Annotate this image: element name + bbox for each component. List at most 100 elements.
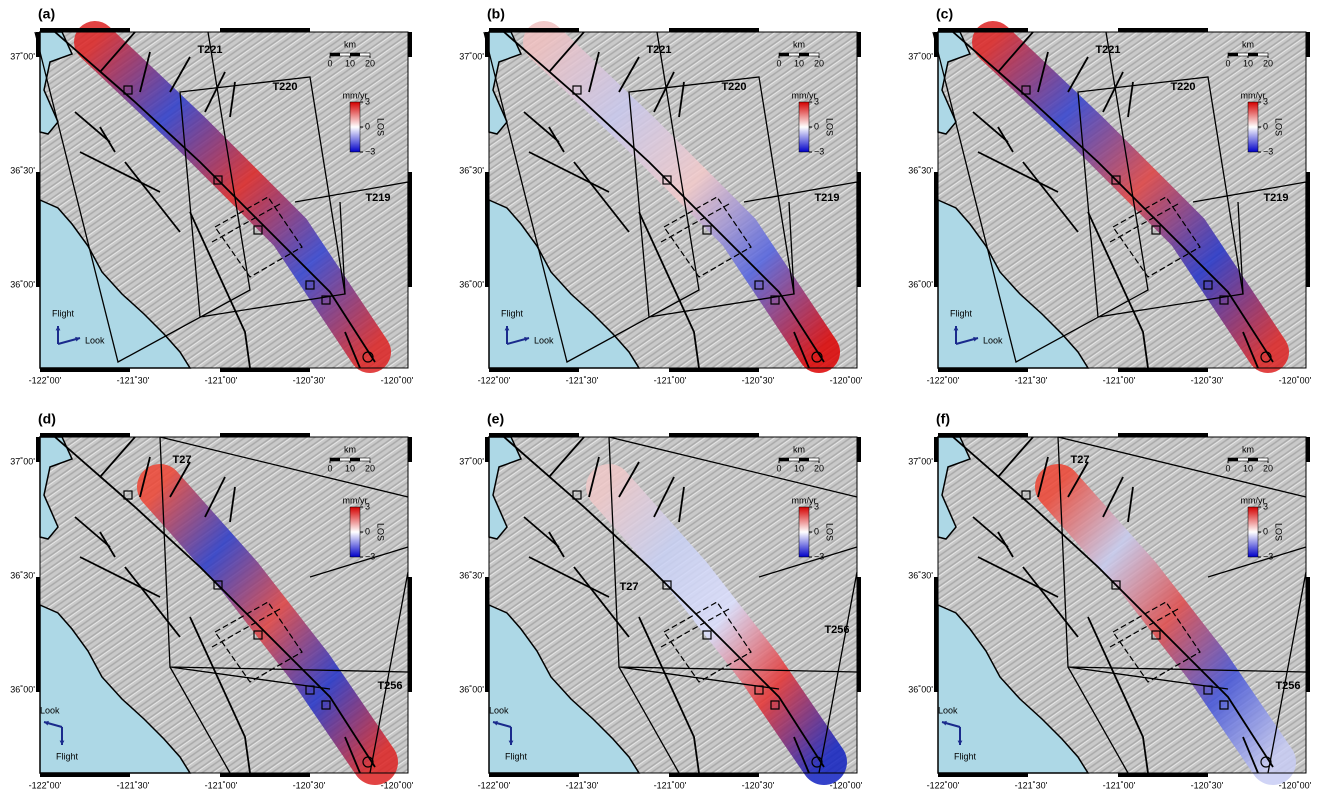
scale-title: km	[1242, 39, 1254, 49]
lon-tick-label: -120˚00'	[830, 375, 863, 385]
scale-tick-label: 0	[327, 463, 332, 473]
lat-tick-label: 37˚00'	[459, 456, 484, 466]
scale-bar	[350, 458, 360, 461]
colorbar-axis-label: LOS	[1274, 523, 1284, 541]
look-label: Look	[489, 705, 509, 715]
track-label: T27	[620, 581, 639, 593]
frame-bar	[489, 368, 579, 372]
look-label: Look	[40, 705, 60, 715]
lon-tick-label: -120˚00'	[830, 780, 863, 790]
frame-bar	[934, 437, 938, 462]
scale-tick-label: 0	[1225, 463, 1230, 473]
colorbar-axis-label: LOS	[376, 118, 386, 136]
colorbar-title: mm/yr	[343, 495, 368, 505]
lat-tick-label: 36˚30'	[10, 570, 35, 580]
lon-tick-label: -120˚00'	[1279, 375, 1312, 385]
frame-bar	[485, 172, 489, 287]
scale-tick-label: 0	[327, 58, 332, 68]
frame-bar	[220, 368, 310, 372]
frame-bar	[36, 577, 40, 692]
scale-tick-label: 20	[1263, 58, 1273, 68]
scale-title: km	[793, 444, 805, 454]
frame-bar	[220, 433, 310, 437]
colorbar-axis-label: LOS	[376, 523, 386, 541]
lon-tick-label: -122˚00'	[478, 375, 511, 385]
lon-tick-label: -120˚30'	[1191, 780, 1224, 790]
scale-tick-label: 0	[776, 58, 781, 68]
lat-tick-label: 36˚30'	[908, 570, 933, 580]
flight-label: Flight	[505, 751, 528, 761]
lon-tick-label: -121˚00'	[205, 375, 238, 385]
frame-bar	[408, 437, 412, 462]
colorbar-tick-label: 3	[365, 501, 370, 511]
colorbar-title: mm/yr	[343, 90, 368, 100]
frame-bar	[408, 32, 412, 57]
frame-bar	[1118, 368, 1208, 372]
colorbar-tick-label: −3	[814, 146, 824, 156]
lon-tick-label: -122˚00'	[29, 375, 62, 385]
colorbar-tick-label: 3	[1263, 501, 1268, 511]
track-label: T220	[1170, 81, 1195, 93]
track-label: T256	[824, 624, 849, 636]
frame-bar	[40, 28, 130, 32]
colorbar-tick-label: −3	[1263, 551, 1273, 561]
lat-tick-label: 36˚30'	[459, 165, 484, 175]
frame-bar	[669, 368, 759, 372]
look-label: Look	[534, 335, 554, 345]
scale-bar	[350, 53, 360, 56]
lat-tick-label: 36˚30'	[459, 570, 484, 580]
frame-bar	[669, 773, 759, 777]
lon-tick-label: -120˚30'	[1191, 375, 1224, 385]
frame-bar	[934, 32, 938, 57]
scale-bar	[799, 458, 809, 461]
lon-tick-label: -121˚00'	[654, 780, 687, 790]
scale-bar	[1248, 53, 1258, 56]
frame-bar	[36, 437, 40, 462]
frame-bar	[408, 577, 412, 692]
colorbar-tick-label: 3	[814, 501, 819, 511]
scale-tick-label: 20	[814, 58, 824, 68]
track-label: T221	[197, 44, 222, 56]
scale-bar	[330, 53, 340, 56]
colorbar-title: mm/yr	[792, 495, 817, 505]
scale-tick-label: 20	[365, 463, 375, 473]
scale-bar	[1228, 458, 1238, 461]
track-label: T219	[365, 192, 390, 204]
lon-tick-label: -122˚00'	[29, 780, 62, 790]
frame-bar	[489, 28, 579, 32]
colorbar-tick-label: 3	[814, 96, 819, 106]
flight-label: Flight	[501, 308, 524, 318]
frame-bar	[1306, 437, 1310, 462]
colorbar	[1248, 507, 1258, 557]
colorbar-tick-label: 3	[365, 96, 370, 106]
lon-tick-label: -122˚00'	[927, 780, 960, 790]
scale-tick-label: 20	[814, 463, 824, 473]
frame-bar	[485, 437, 489, 462]
panel-label: (f)	[936, 411, 950, 427]
scale-bar	[779, 53, 789, 56]
lat-tick-label: 36˚00'	[908, 684, 933, 694]
lon-tick-label: -121˚30'	[566, 780, 599, 790]
lon-tick-label: -122˚00'	[478, 780, 511, 790]
lat-tick-label: 37˚00'	[459, 51, 484, 61]
lon-tick-label: -120˚30'	[742, 375, 775, 385]
map-panel: (d)T27T256km01020mm/yr30−3LOSLookFlight-…	[10, 411, 413, 791]
frame-bar	[857, 577, 861, 692]
panel-label: (c)	[936, 6, 953, 22]
colorbar-tick-label: −3	[365, 146, 375, 156]
lat-tick-label: 36˚00'	[459, 684, 484, 694]
lon-tick-label: -122˚00'	[927, 375, 960, 385]
colorbar	[1248, 102, 1258, 152]
scale-tick-label: 10	[345, 58, 355, 68]
colorbar-tick-label: 0	[814, 526, 819, 536]
frame-bar	[40, 773, 130, 777]
scale-tick-label: 10	[1243, 58, 1253, 68]
lon-tick-label: -121˚30'	[117, 375, 150, 385]
scale-title: km	[344, 444, 356, 454]
colorbar	[799, 102, 809, 152]
flight-label: Flight	[56, 751, 79, 761]
frame-bar	[1118, 433, 1208, 437]
